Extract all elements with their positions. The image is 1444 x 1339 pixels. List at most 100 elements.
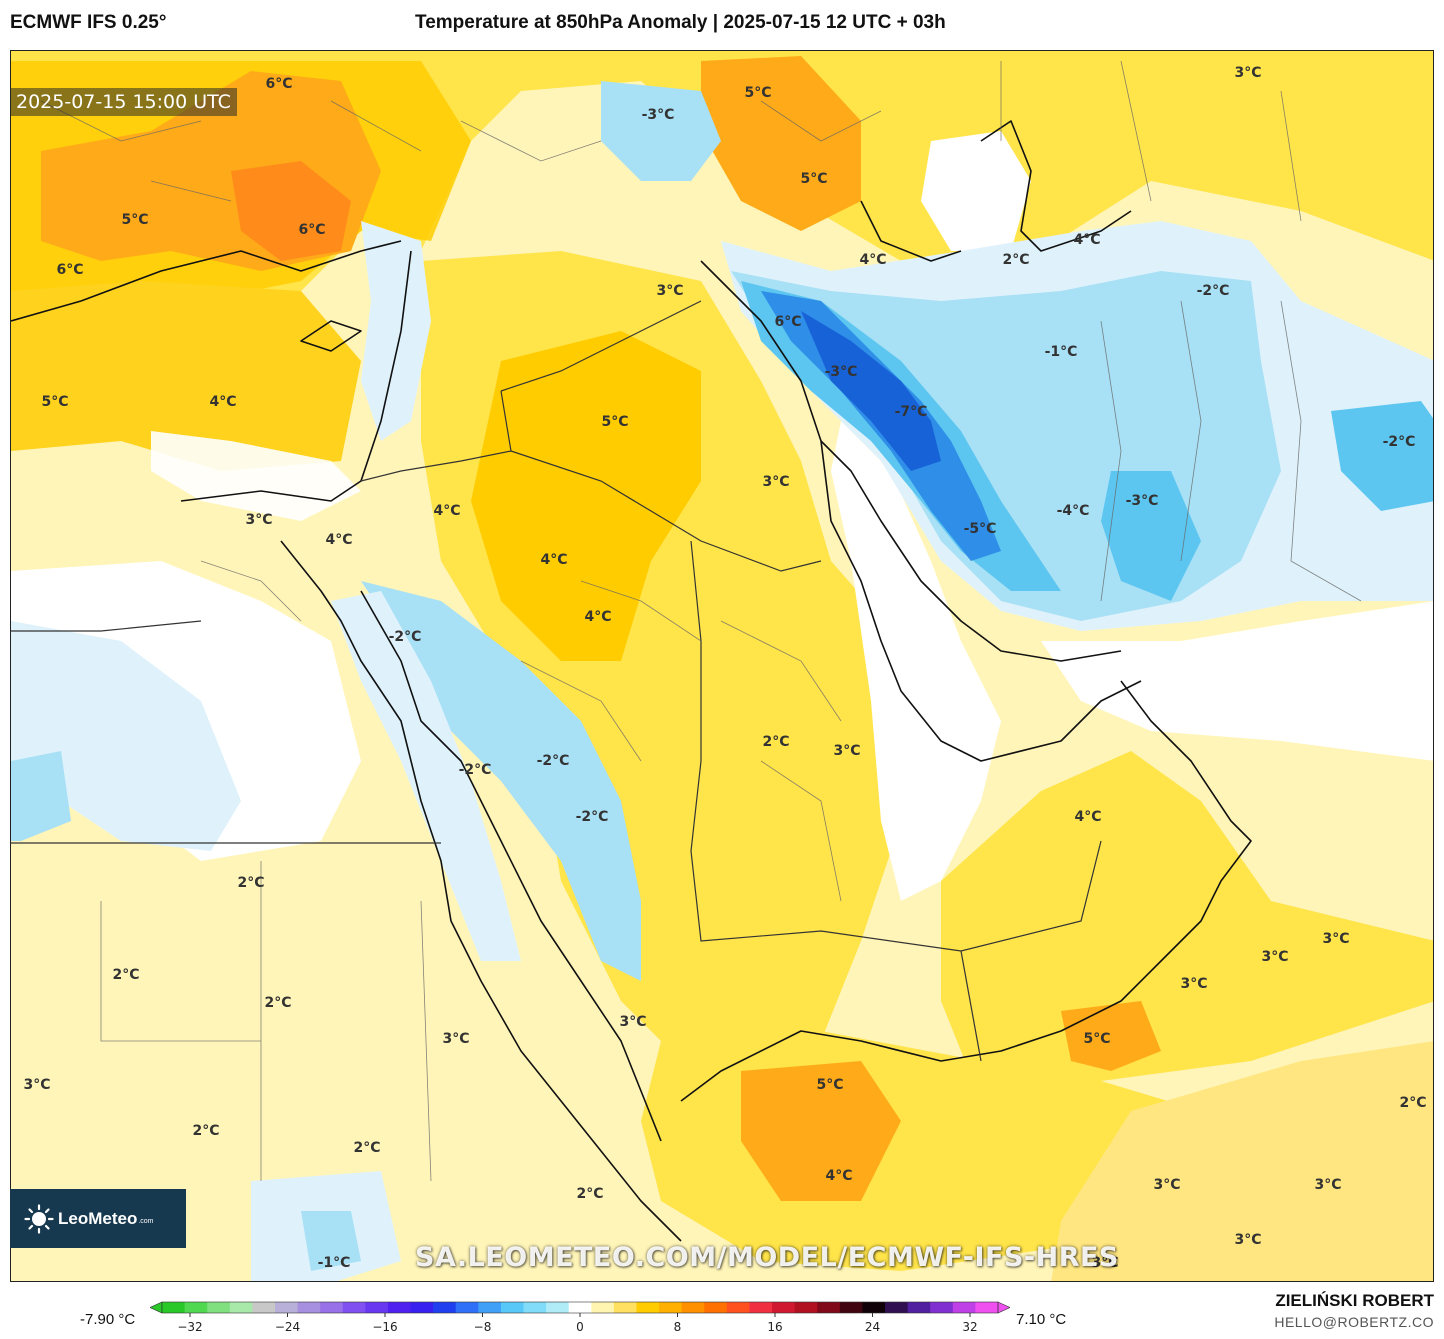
field-pale-blue-levant (361, 221, 431, 441)
colorbar-cell (681, 1302, 705, 1313)
colorbar-cell (772, 1302, 796, 1313)
contour-label: 3°C (656, 283, 683, 299)
contour-labels: 6°C -3°C 5°C 3°C 5°C 6°C 5°C 6°C 4°C 2°C 4°C 3°C -2°… (23, 65, 1426, 1271)
contour-label: -2°C (537, 753, 570, 769)
contour-label: -1°C (1045, 344, 1078, 360)
contour-label: -2°C (1197, 283, 1230, 299)
contour-label: 2°C (237, 875, 264, 891)
logo-suffix: .com (138, 1218, 154, 1225)
contour-label: 3°C (833, 743, 860, 759)
colorbar-cell (229, 1302, 253, 1313)
sun-icon (24, 1203, 54, 1234)
colorbar-cell (274, 1302, 299, 1313)
contour-label: -2°C (576, 809, 609, 825)
colorbar-cell (162, 1302, 186, 1313)
colorbar-cell (342, 1302, 366, 1313)
contour-label: 5°C (1083, 1031, 1110, 1047)
contour-label: 4°C (540, 552, 567, 568)
contour-label: 4°C (825, 1168, 852, 1184)
colorbar-cell (320, 1302, 344, 1313)
contour-label: 3°C (245, 512, 272, 528)
model-name: ECMWF IFS 0.25° (10, 12, 167, 33)
colorbar-cell (433, 1302, 457, 1313)
contour-label: 4°C (584, 609, 611, 625)
colorbar-cell (975, 1302, 999, 1313)
colorbar-cell (636, 1302, 660, 1313)
colorbar-max-value: 7.10 °C (1016, 1311, 1067, 1328)
colorbar-cell (817, 1302, 841, 1313)
author-name: ZIELIŃSKI ROBERT (1275, 1291, 1434, 1310)
colorbar-tick-label: 16 (767, 1320, 782, 1334)
contour-label: 4°C (209, 394, 236, 410)
colorbar-tick-label: 32 (962, 1320, 977, 1334)
contour-label: 4°C (1074, 809, 1101, 825)
colorbar-cell (749, 1302, 773, 1313)
colorbar-low-arrow (150, 1301, 163, 1314)
field-orange-yemen (741, 1061, 901, 1201)
colorbar-tick-label: −16 (372, 1320, 397, 1334)
colorbar-cell (591, 1302, 615, 1313)
anomaly-map: 6°C -3°C 5°C 3°C 5°C 6°C 5°C 6°C 4°C 2°C 4°C 3°C -2°… (10, 50, 1434, 1282)
field-gold-arabia (471, 331, 701, 661)
contour-label: 2°C (1399, 1095, 1426, 1111)
colorbar-tick-label: −32 (177, 1320, 202, 1334)
contour-label: -1°C (318, 1255, 351, 1271)
coastlines (11, 120, 1252, 1242)
colorbar-cell (523, 1302, 547, 1313)
colorbar-cell (839, 1302, 863, 1313)
colorbar-cell (252, 1302, 276, 1313)
contour-label: -2°C (389, 629, 422, 645)
contour-label: 4°C (1073, 232, 1100, 248)
colorbar-cell (862, 1302, 886, 1313)
colorbar-tick-label: −8 (474, 1320, 492, 1334)
colorbar-cell (410, 1302, 434, 1313)
colorbar-cell (478, 1302, 502, 1313)
colorbar-cell (387, 1302, 412, 1313)
field-white-caspian (921, 131, 1031, 251)
colorbar-min-value: -7.90 °C (80, 1311, 136, 1328)
colorbar-cell (907, 1302, 931, 1313)
contour-label: -2°C (459, 762, 492, 778)
field-white-gulf (831, 421, 1001, 901)
colorbar-cell (885, 1302, 909, 1313)
colorbar-high-arrow (997, 1301, 1010, 1314)
contour-label: 5°C (816, 1077, 843, 1093)
contour-label: 2°C (576, 1186, 603, 1202)
contour-label: 3°C (1322, 931, 1349, 947)
colorbar-cell (726, 1302, 750, 1313)
logo-name: LeoMeteo (58, 1208, 138, 1228)
colorbar-cell (704, 1302, 728, 1313)
author-email[interactable]: HELLO@ROBERTZ.CO (1274, 1314, 1434, 1330)
contour-label: -7°C (895, 404, 928, 420)
leometeo-logo[interactable]: LeoMeteo .com (10, 1189, 186, 1248)
contour-label: 5°C (121, 212, 148, 228)
valid-time-badge: 2025-07-15 15:00 UTC (10, 88, 237, 116)
contour-label: 3°C (1180, 976, 1207, 992)
contour-label: 3°C (619, 1014, 646, 1030)
contour-label: 3°C (1261, 949, 1288, 965)
contour-label: 2°C (353, 1140, 380, 1156)
colorbar-cell (365, 1302, 389, 1313)
contour-label: 2°C (1002, 252, 1029, 268)
contour-label: 5°C (41, 394, 68, 410)
contour-label: 6°C (265, 76, 292, 92)
colorbar-cell (184, 1302, 208, 1313)
contour-label: 3°C (23, 1077, 50, 1093)
colorbar-cell (297, 1302, 321, 1313)
colorbar-cell (659, 1302, 683, 1313)
contour-label: 3°C (1234, 1232, 1261, 1248)
contour-label: -4°C (1057, 503, 1090, 519)
contour-label: 5°C (601, 414, 628, 430)
field-pale-blue-caucasus (601, 81, 721, 181)
contour-label: 4°C (433, 503, 460, 519)
contour-label: -2°C (1383, 434, 1416, 450)
field-deep-orange-turkey (231, 161, 351, 261)
field-light-blue-egypt-west (11, 751, 71, 841)
field-mid-blue-iran-east (1101, 471, 1201, 601)
colorbar-cell (568, 1302, 592, 1313)
colorbar-cell (794, 1302, 818, 1313)
colorbar-ticks: −32 −24 −16 −8 0 8 16 24 32 (177, 1313, 978, 1334)
site-watermark: SA.LEOMETEO.COM/MODEL/ECMWF-IFS-HRES (415, 1242, 1119, 1273)
colorbar-cell (930, 1302, 954, 1313)
admin-borders (40, 60, 1362, 1182)
